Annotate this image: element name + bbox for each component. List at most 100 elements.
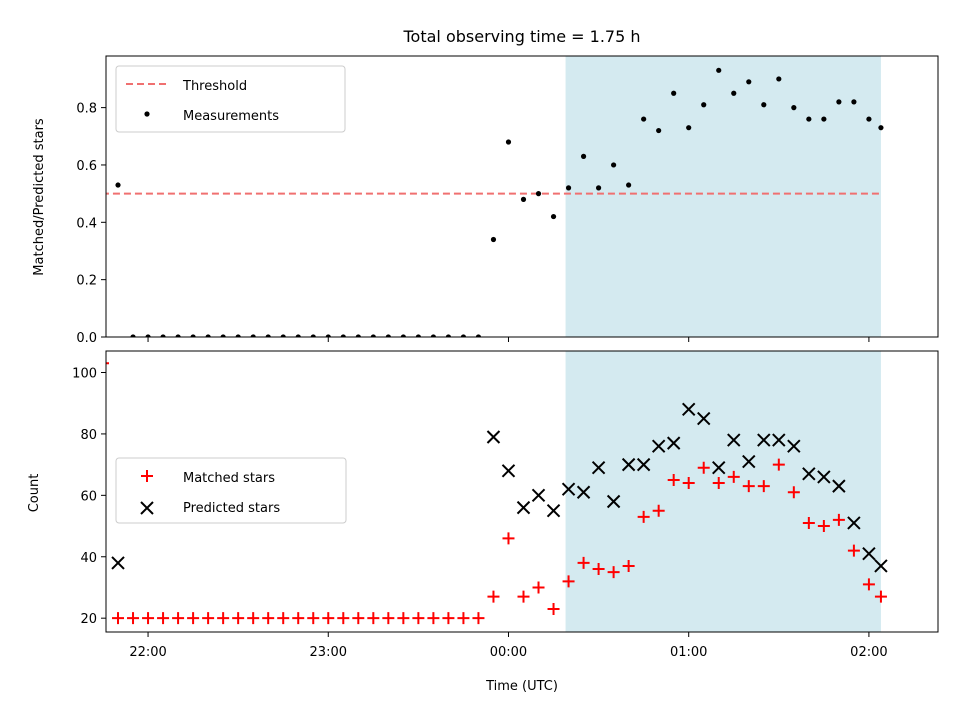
top-legend-frame [115, 65, 346, 133]
matched-star-point [52, 357, 64, 369]
matched-star-point [757, 480, 770, 493]
predicted-star-point [636, 457, 651, 472]
measurement-point [505, 139, 512, 145]
bottom-x-tick-label: 01:00 [670, 645, 707, 660]
bottom-x-tick-label: 23:00 [310, 645, 347, 660]
measurement-point [355, 334, 361, 337]
matched-star-point [427, 612, 440, 625]
matched-star-point [712, 477, 725, 490]
measurement-point [761, 102, 767, 108]
measurement-point [878, 125, 884, 131]
predicted-star-point [787, 439, 801, 453]
legend-measurements-label: Measurements [183, 109, 279, 124]
top-y-tick-label: 0.2 [76, 274, 97, 289]
matched-star-point [292, 612, 305, 625]
matched-star-point [727, 470, 740, 483]
measurement-point [595, 185, 602, 191]
measurement-point [400, 334, 406, 337]
matched-star-point [442, 612, 455, 625]
matched-star-point [262, 612, 275, 625]
matched-star-point [652, 504, 665, 517]
matched-star-point [202, 612, 215, 625]
measurement-point [580, 153, 587, 159]
matched-star-point [397, 612, 410, 625]
matched-star-point [577, 556, 590, 569]
matched-star-point [277, 612, 290, 625]
measurement-point [550, 213, 557, 220]
matched-star-point [817, 520, 830, 533]
measurement-point [475, 334, 482, 337]
top-y-tick-label: 0.0 [76, 331, 97, 346]
measurement-point [866, 116, 872, 122]
measurement-point [445, 334, 452, 337]
matched-star-point [532, 581, 545, 594]
predicted-star-point [606, 494, 621, 509]
predicted-star-point [516, 500, 531, 515]
measurement-point [265, 334, 271, 337]
top-panel: Total observing time = 1.75 h 0.00.20.40… [32, 27, 939, 346]
predicted-star-point [531, 488, 546, 503]
bottom-y-tick-label: 100 [72, 366, 97, 381]
matched-star-point [106, 362, 109, 365]
matched-star-point [547, 602, 560, 615]
top-title: Total observing time = 1.75 h [402, 27, 640, 46]
matched-star-point [862, 578, 875, 591]
predicted-star-point [802, 467, 816, 481]
measurement-point [565, 185, 572, 191]
measurement-point [325, 334, 331, 337]
matched-star-point [592, 563, 605, 576]
measurement-point [415, 334, 421, 337]
bottom-legend: Matched stars Predicted stars [115, 457, 347, 524]
measurement-point [145, 334, 151, 337]
matched-star-point [502, 532, 515, 545]
measurement-point [235, 334, 241, 337]
predicted-star-point [666, 436, 681, 450]
matched-star-point [112, 612, 125, 625]
predicted-star-point [621, 457, 636, 472]
measurement-point [385, 334, 391, 337]
measurement-point [776, 76, 782, 82]
measurement-point [520, 196, 527, 202]
predicted-star-point [591, 460, 606, 475]
predicted-star-point [772, 433, 786, 447]
matched-star-point [337, 612, 350, 625]
matched-star-point [382, 612, 395, 625]
matched-star-point [742, 480, 755, 493]
top-y-tick-label: 0.8 [76, 102, 97, 117]
matched-star-point [322, 612, 335, 625]
measurement-point [490, 236, 497, 243]
bottom-y-tick-label: 60 [80, 489, 97, 504]
measurement-point [340, 334, 346, 337]
bottom-y-ticks: 20 40 60 80 100 [72, 366, 106, 627]
bottom-y-axis-label: Count [27, 474, 42, 513]
bottom-x-ticks: 22:00 23:00 00:00 01:00 02:00 [129, 632, 888, 660]
predicted-star-point [874, 559, 888, 573]
measurement-point [250, 334, 256, 337]
measurement-point [731, 90, 737, 96]
predicted-star-point [681, 402, 696, 417]
bottom-y-tick-label: 80 [80, 428, 97, 443]
predicted-star-point [501, 464, 516, 478]
measurement-point [836, 99, 842, 105]
measurement-point [806, 116, 812, 122]
measurement-point [295, 334, 301, 337]
matched-star-point [517, 590, 530, 603]
matched-star-point [562, 575, 575, 588]
legend-threshold-label: Threshold [182, 79, 247, 94]
measurement-point [205, 334, 211, 337]
matched-star-point [457, 612, 470, 625]
top-marks [106, 67, 884, 337]
bottom-marks [52, 357, 888, 625]
measurement-point [460, 334, 467, 337]
matched-star-point [667, 473, 680, 486]
bottom-panel: 20 40 60 80 100 22:00 23:00 00:00 01:00 02:00 Co… [27, 350, 939, 694]
measurement-point [716, 67, 722, 73]
top-legend: Threshold Measurements [115, 65, 346, 133]
legend-predicted-label: Predicted stars [183, 501, 280, 516]
top-x-ticks [147, 337, 870, 342]
matched-star-point [772, 458, 785, 471]
predicted-star-point [546, 503, 561, 518]
bottom-axes-frame [105, 350, 939, 633]
predicted-star-point [832, 479, 846, 493]
